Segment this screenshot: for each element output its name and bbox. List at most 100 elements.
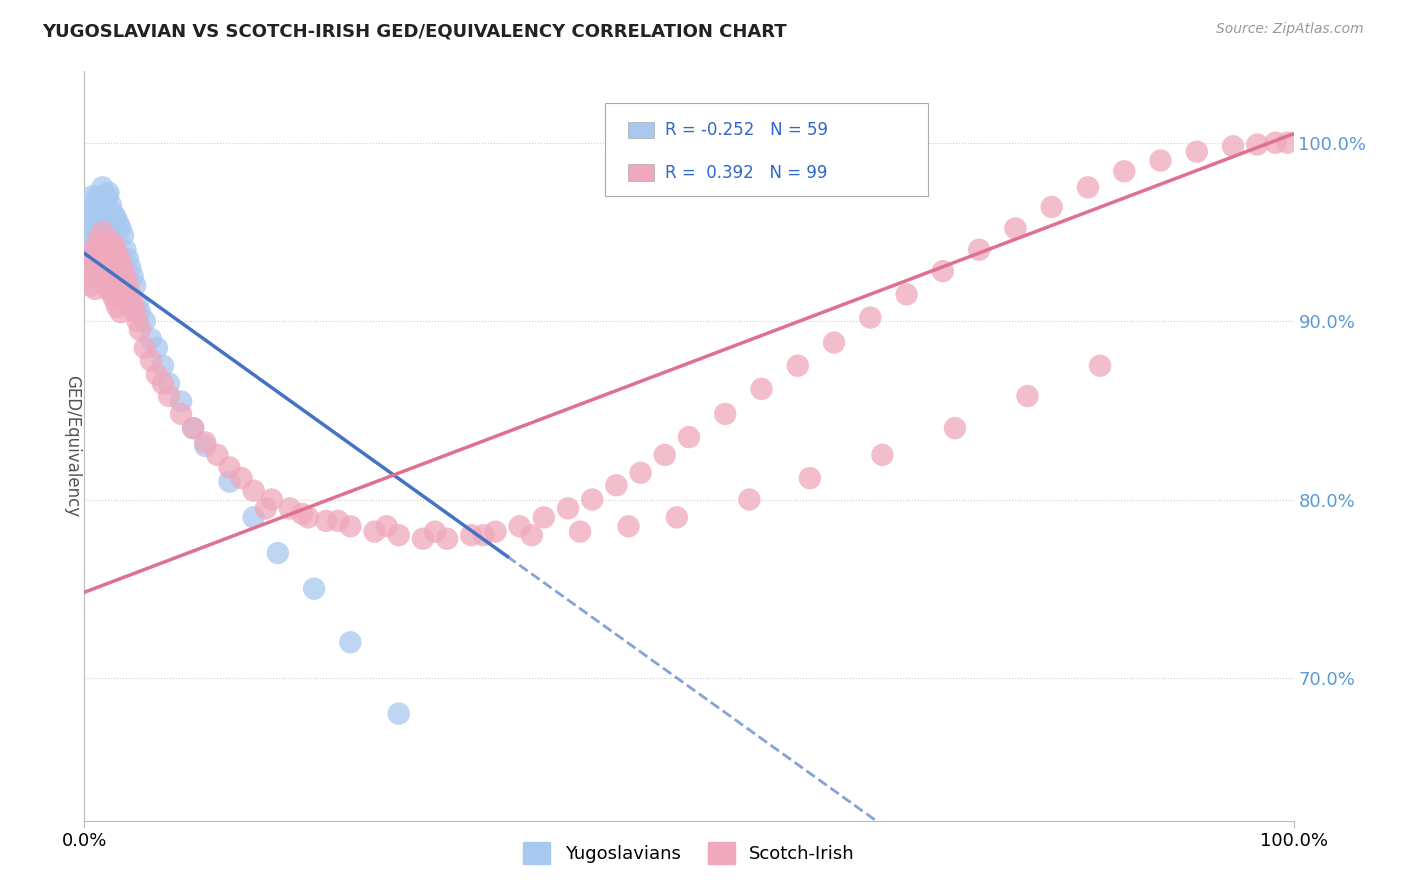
Point — [107, 278, 129, 293]
Point — [127, 314, 149, 328]
Point — [714, 407, 737, 421]
Point — [89, 260, 111, 275]
Point — [91, 180, 114, 194]
Point — [218, 475, 240, 489]
Point — [581, 492, 603, 507]
Point — [260, 492, 283, 507]
Point — [82, 189, 104, 203]
Point — [231, 471, 253, 485]
Point — [84, 260, 107, 275]
Text: R =  0.392   N = 99: R = 0.392 N = 99 — [665, 163, 827, 181]
Point — [242, 483, 264, 498]
Point — [460, 528, 482, 542]
Point — [112, 260, 135, 275]
Point — [139, 332, 162, 346]
Point — [207, 448, 229, 462]
Point — [678, 430, 700, 444]
Point — [82, 243, 104, 257]
Point — [665, 510, 688, 524]
Point — [751, 382, 773, 396]
Point — [112, 228, 135, 243]
Point — [181, 421, 204, 435]
Point — [152, 376, 174, 391]
Point — [110, 287, 132, 301]
Point — [89, 275, 111, 289]
Point — [79, 260, 101, 275]
Point — [1246, 137, 1268, 152]
Point — [1114, 164, 1136, 178]
Point — [84, 282, 107, 296]
Point — [129, 305, 152, 319]
Point — [943, 421, 966, 435]
Point — [117, 252, 139, 266]
Point — [91, 264, 114, 278]
Text: YUGOSLAVIAN VS SCOTCH-IRISH GED/EQUIVALENCY CORRELATION CHART: YUGOSLAVIAN VS SCOTCH-IRISH GED/EQUIVALE… — [42, 22, 787, 40]
Point — [120, 287, 142, 301]
Point — [96, 234, 118, 248]
Point — [170, 394, 193, 409]
Point — [96, 189, 118, 203]
Text: R = -0.252   N = 59: R = -0.252 N = 59 — [665, 121, 828, 139]
Point — [110, 221, 132, 235]
Point — [328, 514, 350, 528]
Point — [267, 546, 290, 560]
Point — [339, 519, 361, 533]
Point — [1185, 145, 1208, 159]
Point — [103, 207, 125, 221]
Point — [146, 368, 169, 382]
Point — [86, 234, 108, 248]
Point — [278, 501, 301, 516]
Point — [124, 278, 146, 293]
Point — [79, 207, 101, 221]
Point — [1222, 139, 1244, 153]
Point — [134, 341, 156, 355]
Point — [557, 501, 579, 516]
Point — [291, 507, 314, 521]
Point — [124, 305, 146, 319]
Point — [157, 376, 180, 391]
Point — [617, 519, 640, 533]
Point — [1040, 200, 1063, 214]
Point — [786, 359, 808, 373]
Point — [82, 207, 104, 221]
Point — [967, 243, 990, 257]
Point — [101, 243, 124, 257]
Point — [569, 524, 592, 539]
Point — [94, 198, 117, 212]
Text: Source: ZipAtlas.com: Source: ZipAtlas.com — [1216, 22, 1364, 37]
Point — [100, 198, 122, 212]
Point — [89, 193, 111, 207]
Point — [114, 243, 136, 257]
Point — [1004, 221, 1026, 235]
Point — [96, 282, 118, 296]
Point — [86, 264, 108, 278]
Point — [108, 252, 131, 266]
Point — [194, 439, 217, 453]
Point — [107, 216, 129, 230]
Point — [98, 278, 121, 293]
Point — [139, 353, 162, 368]
Point — [509, 519, 531, 533]
Point — [1277, 136, 1299, 150]
Point — [520, 528, 543, 542]
Point — [533, 510, 555, 524]
Point — [129, 323, 152, 337]
Point — [127, 296, 149, 310]
Point — [388, 706, 411, 721]
Point — [91, 234, 114, 248]
Point — [89, 225, 111, 239]
Point — [91, 260, 114, 275]
Point — [121, 296, 143, 310]
Point — [375, 519, 398, 533]
Point — [114, 269, 136, 284]
Point — [1017, 389, 1039, 403]
Point — [91, 225, 114, 239]
Point — [654, 448, 676, 462]
Point — [104, 293, 127, 307]
Point — [84, 198, 107, 212]
Point — [104, 239, 127, 253]
Point — [97, 186, 120, 200]
Point — [79, 243, 101, 257]
Point — [436, 532, 458, 546]
Y-axis label: GED/Equivalency: GED/Equivalency — [63, 375, 82, 517]
